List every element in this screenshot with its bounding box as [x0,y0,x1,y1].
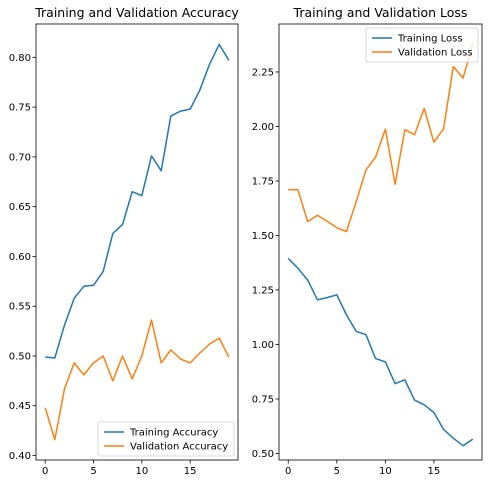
x-tick-label: 10 [135,466,148,477]
chart-panel-2: Training and Validation Loss 0 5 10 15 0.50 0.… [252,5,483,477]
series-line-validation [288,43,474,233]
legend-entry-training: Training Accuracy [129,428,218,439]
y-tick-label: 0.55 [9,302,31,313]
legend: Training Loss Validation Loss [365,27,479,63]
y-tick-label: 0.60 [9,252,31,263]
y-tick-label: 0.80 [9,53,31,64]
y-tick-label: 0.75 [252,394,274,405]
y-tick-label: 0.45 [9,401,31,412]
x-tick-label: 5 [334,466,340,477]
chart-title: Training and Validation Loss [293,5,468,20]
legend-box [365,27,479,63]
series-line-validation [44,319,230,441]
chart-title: Training and Validation Accuracy [34,5,239,20]
legend-entry-training: Training Loss [397,34,463,45]
x-tick-label: 0 [42,466,48,477]
y-tick-label: 1.25 [252,285,274,296]
plot-area-frame [278,23,483,461]
y-tick-label: 0.65 [9,202,31,213]
y-tick-label: 1.50 [252,231,274,242]
legend-entry-validation: Validation Accuracy [130,442,228,453]
y-tick-label: 0.75 [9,103,31,114]
y-tick-label: 0.70 [9,152,31,163]
y-tick-label: 1.00 [252,340,274,351]
x-tick-label: 5 [90,466,96,477]
legend-entry-validation: Validation Loss [398,48,473,59]
y-tick-label: 0.50 [252,449,274,460]
x-tick-label: 15 [428,466,441,477]
y-tick-label: 2.00 [252,122,274,133]
legend-box [97,421,235,457]
x-tick-label: 15 [184,466,197,477]
x-tick-label: 0 [285,466,291,477]
y-tick-label: 1.75 [252,176,274,187]
y-tick-label: 0.50 [9,351,31,362]
y-tick-label: 0.40 [9,451,31,462]
x-tick-label: 10 [379,466,392,477]
plot-area-frame [35,23,239,461]
y-tick-label: 2.25 [252,67,274,78]
legend: Training Accuracy Validation Accuracy [97,421,235,457]
series-line-training [45,43,230,359]
chart-panel-1: Training and Validation Accuracy 0 5 10 15 0.… [9,5,240,477]
series-line-training [287,257,474,447]
